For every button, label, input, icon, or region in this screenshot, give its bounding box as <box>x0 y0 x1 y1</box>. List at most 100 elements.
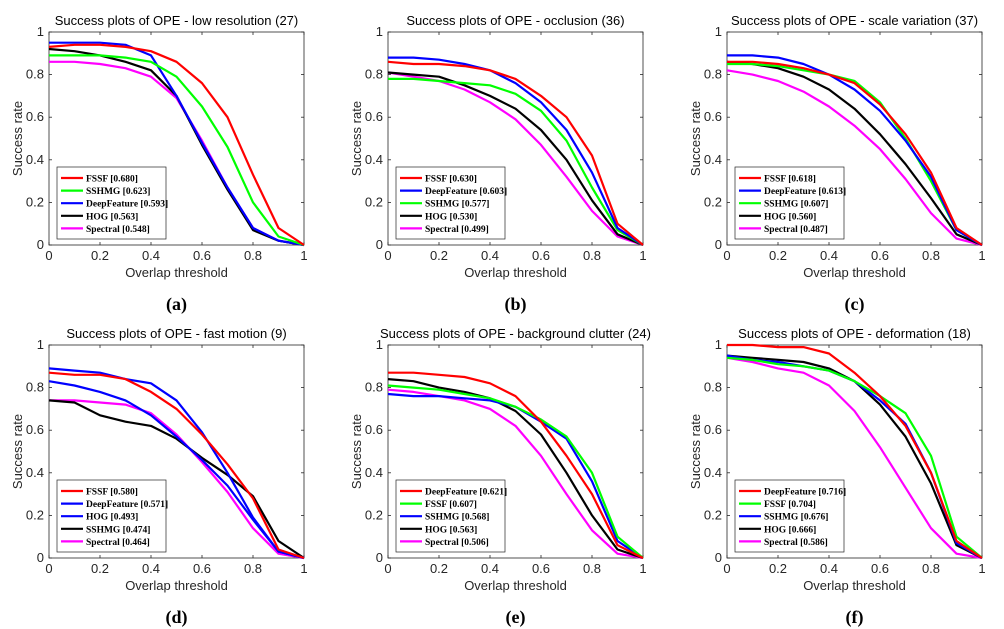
y-tick-label: 0.8 <box>704 67 722 82</box>
x-axis-label: Overlap threshold <box>464 265 567 280</box>
legend-entry: FSSF [0.607] <box>425 500 477 510</box>
y-tick-label: 0.2 <box>365 507 383 522</box>
y-tick-label: 0.8 <box>704 380 722 395</box>
y-axis-label: Success rate <box>688 414 703 489</box>
y-axis-label: Success rate <box>10 101 25 176</box>
series-line-sshmg <box>48 399 305 559</box>
legend-entry: SSHMG [0.676] <box>764 513 828 523</box>
y-tick-label: 0.2 <box>704 194 722 209</box>
legend-entry: SSHMG [0.623] <box>86 187 150 197</box>
chart-title: Success plots of OPE - scale variation (… <box>731 13 978 28</box>
series-line-fssf <box>726 356 983 559</box>
chart-title: Success plots of OPE - fast motion (9) <box>66 326 286 341</box>
y-tick-label: 0 <box>376 550 383 565</box>
y-tick-label: 0.4 <box>704 465 722 480</box>
y-axis-label: Success rate <box>688 101 703 176</box>
legend-entry: HOG [0.563] <box>425 525 477 535</box>
x-tick-label: 0 <box>384 561 391 576</box>
legend-entry: HOG [0.563] <box>86 212 138 222</box>
legend-entry: DeepFeature [0.613] <box>764 187 846 197</box>
series-line-fssf <box>387 60 644 246</box>
x-axis-label: Overlap threshold <box>803 265 906 280</box>
x-tick-label: 1 <box>978 248 985 263</box>
x-tick-label: 0.6 <box>532 248 550 263</box>
x-tick-label: 1 <box>639 248 646 263</box>
x-axis-label: Overlap threshold <box>464 578 567 593</box>
y-tick-label: 0.6 <box>704 422 722 437</box>
legend-entry: SSHMG [0.474] <box>86 525 150 535</box>
x-tick-label: 0.8 <box>583 561 601 576</box>
y-tick-label: 0.2 <box>26 507 44 522</box>
x-tick-label: 0.4 <box>142 561 160 576</box>
y-tick-label: 0.4 <box>365 465 383 480</box>
x-axis-label: Overlap threshold <box>125 265 228 280</box>
x-tick-label: 0 <box>723 561 730 576</box>
legend-entry: Spectral [0.506] <box>425 538 489 548</box>
y-tick-label: 0 <box>37 550 44 565</box>
legend-entry: HOG [0.530] <box>425 212 477 222</box>
x-tick-label: 0.8 <box>922 561 940 576</box>
series-line-sshmg <box>49 54 305 247</box>
y-tick-label: 0.2 <box>365 194 383 209</box>
x-tick-label: 0.4 <box>820 561 838 576</box>
series-line-fssf <box>727 60 983 246</box>
y-tick-label: 1 <box>715 337 722 352</box>
x-tick-label: 0.2 <box>430 561 448 576</box>
x-tick-label: 0 <box>45 248 52 263</box>
chart-panel-1: 00 0.2 0.2 0.4 0.4 0.6 0.6 0.8 0.8 1 1 Success plot… <box>10 13 308 280</box>
x-axis-label: Overlap threshold <box>803 578 906 593</box>
y-axis-label: Success rate <box>10 414 25 489</box>
chart-panel-3: 00 0.2 0.2 0.4 0.4 0.6 0.6 0.8 0.8 1 1 Success plot… <box>688 13 986 280</box>
y-tick-label: 0.8 <box>26 67 44 82</box>
x-tick-label: 1 <box>978 561 985 576</box>
y-tick-label: 0.6 <box>26 109 44 124</box>
legend-entry: HOG [0.493] <box>86 513 138 523</box>
chart-title: Success plots of OPE - low resolution (2… <box>55 13 299 28</box>
series-line-deepfeature <box>727 343 983 559</box>
chart-panel-6: 00 0.2 0.2 0.4 0.4 0.6 0.6 0.8 0.8 1 1 Success plot… <box>688 326 986 593</box>
legend-entry: HOG [0.666] <box>764 525 816 535</box>
x-tick-label: 0.8 <box>244 561 262 576</box>
x-tick-label: 0.2 <box>91 561 109 576</box>
x-tick-label: 0.2 <box>769 561 787 576</box>
y-tick-label: 0.4 <box>365 152 383 167</box>
y-tick-label: 0.2 <box>704 507 722 522</box>
chart-panel-2: 00 0.2 0.2 0.4 0.4 0.6 0.6 0.8 0.8 1 1 Success plot… <box>349 13 647 280</box>
series-line-hog <box>726 60 983 247</box>
x-tick-label: 0.6 <box>193 248 211 263</box>
x-tick-label: 0.2 <box>91 248 109 263</box>
y-tick-label: 1 <box>715 24 722 39</box>
y-tick-label: 1 <box>37 337 44 352</box>
legend-entry: SSHMG [0.568] <box>425 513 489 523</box>
y-axis-label: Success rate <box>349 414 364 489</box>
y-tick-label: 0.4 <box>26 465 44 480</box>
y-tick-label: 0.8 <box>26 380 44 395</box>
y-tick-label: 0.8 <box>365 67 383 82</box>
y-tick-label: 0.8 <box>365 380 383 395</box>
x-tick-label: 0 <box>45 561 52 576</box>
y-tick-label: 1 <box>376 337 383 352</box>
legend-entry: Spectral [0.464] <box>86 538 150 548</box>
x-tick-label: 0.2 <box>430 248 448 263</box>
legend-entry: FSSF [0.704] <box>764 500 816 510</box>
x-tick-label: 0.6 <box>871 561 889 576</box>
legend-entry: FSSF [0.630] <box>425 175 477 185</box>
legend-entry: DeepFeature [0.603] <box>425 187 507 197</box>
x-tick-label: 0.4 <box>142 248 160 263</box>
legend-entry: FSSF [0.580] <box>86 488 138 498</box>
y-tick-label: 0.2 <box>26 194 44 209</box>
x-tick-label: 0 <box>384 248 391 263</box>
x-tick-label: 1 <box>639 561 646 576</box>
series-line-fssf <box>48 371 305 560</box>
series-line-deepfeature <box>48 367 305 560</box>
legend-entry: Spectral [0.586] <box>764 538 828 548</box>
panel-caption: (c) <box>844 294 865 314</box>
y-tick-label: 0 <box>715 237 722 252</box>
series-line-deepfeature <box>49 41 305 247</box>
series-line-fssf <box>48 43 305 246</box>
y-tick-label: 1 <box>37 24 44 39</box>
series-line-deepfeature <box>388 371 644 559</box>
x-tick-label: 1 <box>300 248 307 263</box>
y-tick-label: 0.4 <box>26 152 44 167</box>
panel-caption: (a) <box>166 294 187 314</box>
